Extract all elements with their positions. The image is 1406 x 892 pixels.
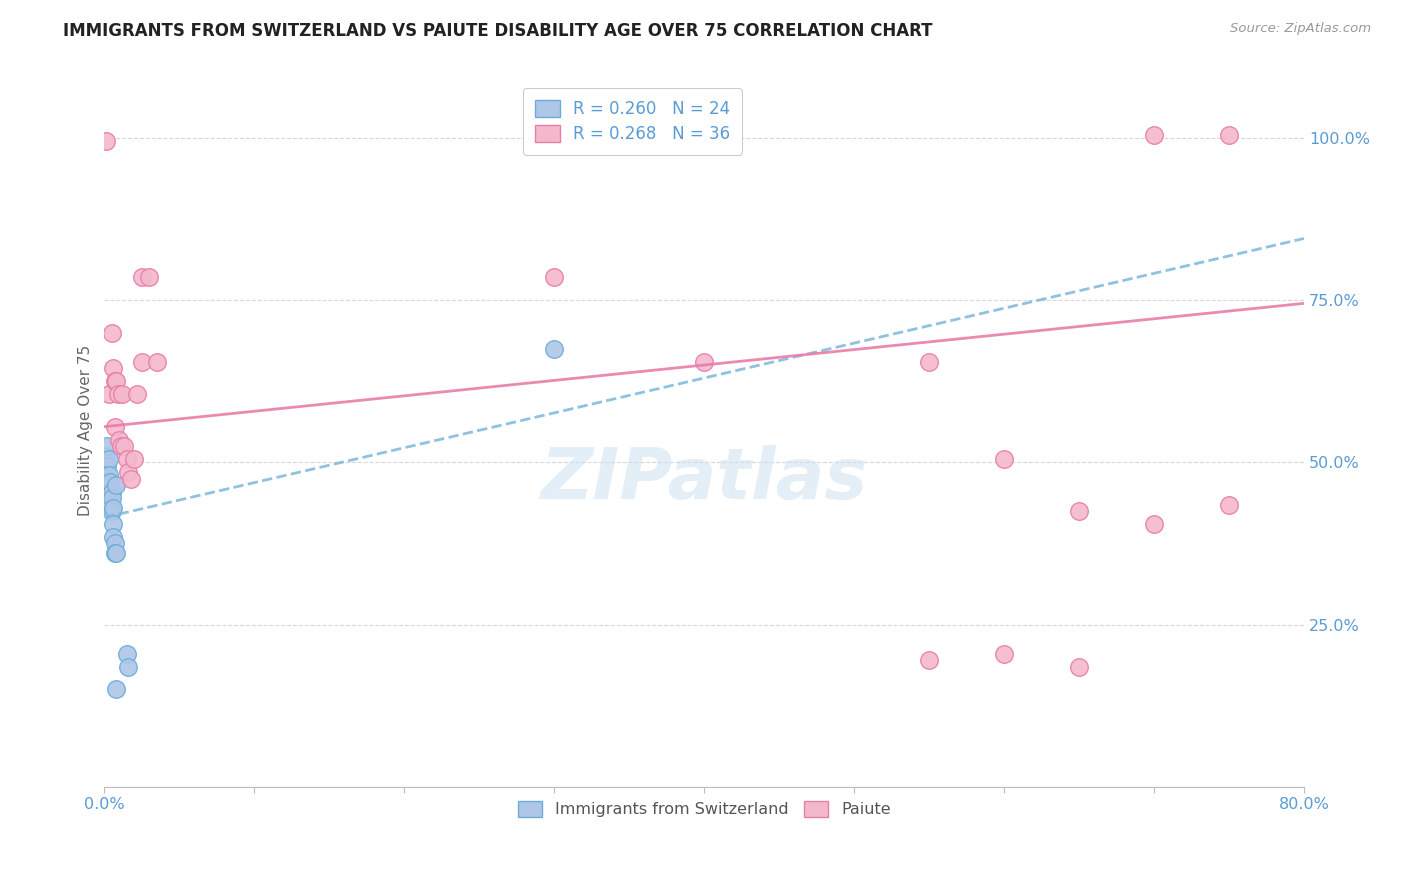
Point <box>103 500 125 515</box>
Text: ZIPatlas: ZIPatlas <box>540 445 868 515</box>
Point <box>124 452 146 467</box>
Point <box>918 355 941 369</box>
Point <box>103 530 125 544</box>
Point <box>105 374 128 388</box>
Point <box>104 536 127 550</box>
Point <box>101 326 124 340</box>
Point <box>108 433 131 447</box>
Point <box>100 475 122 489</box>
Point <box>94 475 117 489</box>
Point <box>1069 504 1091 518</box>
Point <box>1143 516 1166 531</box>
Point <box>543 342 565 356</box>
Legend: Immigrants from Switzerland, Paiute: Immigrants from Switzerland, Paiute <box>510 793 898 825</box>
Point <box>101 504 124 518</box>
Point <box>97 387 120 401</box>
Point <box>117 659 139 673</box>
Point <box>101 484 124 499</box>
Point <box>103 361 125 376</box>
Point <box>105 546 128 560</box>
Point <box>115 452 138 467</box>
Point <box>131 355 153 369</box>
Point <box>1069 659 1091 673</box>
Point <box>1218 498 1240 512</box>
Point <box>104 419 127 434</box>
Point <box>94 449 117 463</box>
Point <box>103 516 125 531</box>
Point <box>97 468 120 483</box>
Point <box>105 478 128 492</box>
Point <box>104 374 127 388</box>
Point <box>117 465 139 479</box>
Point <box>138 270 160 285</box>
Point <box>112 439 135 453</box>
Point <box>993 452 1015 467</box>
Point <box>107 387 129 401</box>
Point <box>111 387 134 401</box>
Point <box>543 270 565 285</box>
Point <box>110 439 132 453</box>
Point <box>127 387 149 401</box>
Point <box>993 647 1015 661</box>
Point <box>96 458 118 473</box>
Point <box>693 355 716 369</box>
Point <box>918 653 941 667</box>
Point <box>100 498 122 512</box>
Point <box>1218 128 1240 142</box>
Text: Source: ZipAtlas.com: Source: ZipAtlas.com <box>1230 22 1371 36</box>
Point <box>131 270 153 285</box>
Point <box>96 439 118 453</box>
Point <box>104 546 127 560</box>
Point <box>1143 128 1166 142</box>
Point <box>94 134 117 148</box>
Point <box>115 647 138 661</box>
Point <box>97 478 120 492</box>
Point <box>97 484 120 499</box>
Point <box>146 355 169 369</box>
Point <box>105 682 128 697</box>
Point <box>97 452 120 467</box>
Text: IMMIGRANTS FROM SWITZERLAND VS PAIUTE DISABILITY AGE OVER 75 CORRELATION CHART: IMMIGRANTS FROM SWITZERLAND VS PAIUTE DI… <box>63 22 932 40</box>
Point <box>120 472 142 486</box>
Point <box>101 491 124 505</box>
Y-axis label: Disability Age Over 75: Disability Age Over 75 <box>79 344 93 516</box>
